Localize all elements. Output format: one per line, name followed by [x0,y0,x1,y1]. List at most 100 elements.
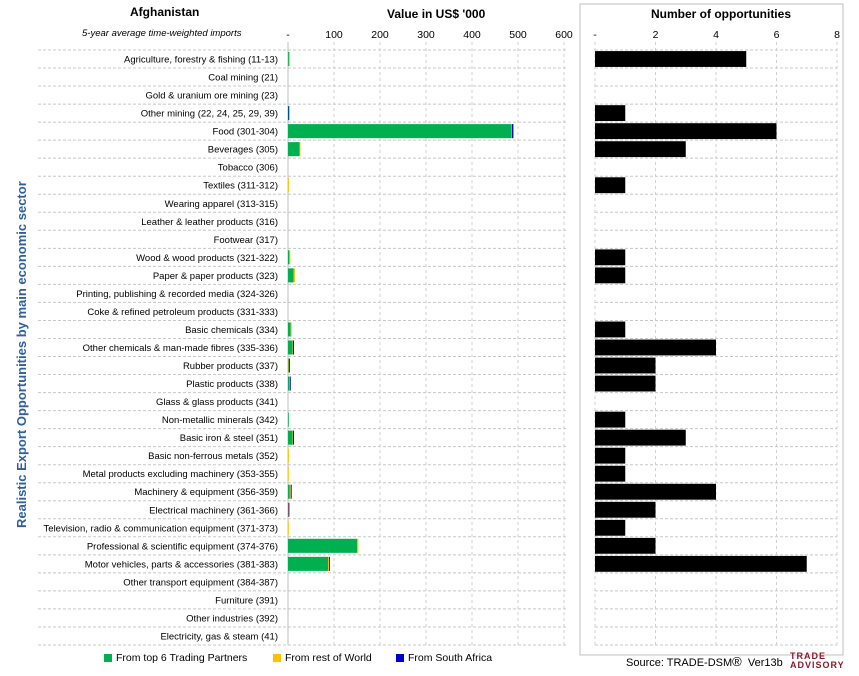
legend-label-row: From rest of World [285,652,372,664]
value-bar-segment [288,358,290,373]
value-bar-segment [293,430,294,445]
category-label: Footwear (317) [214,235,278,246]
value-bar-segment [288,142,300,157]
category-label: Coal mining (21) [208,73,278,84]
source-text: Source: TRADE-DSM [626,657,733,669]
category-label: Agriculture, forestry & fishing (11-13) [124,55,278,66]
category-label: Television, radio & communication equipm… [44,523,278,534]
count-tick-label: 2 [653,29,659,41]
chart-subtitle: 5-year average time-weighted imports [82,28,242,39]
category-label: Basic non-ferrous metals (352) [148,451,278,462]
value-bar-segment [288,556,329,571]
value-bar-segment [288,124,512,139]
value-bar-segment [512,124,514,139]
category-label: Motor vehicles, parts & accessories (381… [85,559,278,570]
count-bar [595,501,656,518]
value-bar-segment [290,484,292,499]
count-bar [595,537,656,554]
value-bar-segment [299,142,301,157]
category-label: Beverages (305) [208,145,278,156]
count-bar [595,51,747,67]
value-bar-segment [292,430,294,445]
value-bar-segment [288,358,289,373]
country-title: Afghanistan [130,5,200,19]
category-label: Other industries (392) [186,613,278,624]
legend-swatch-row [273,654,281,662]
category-label: Other chemicals & man-made fibres (335-3… [83,343,278,354]
count-bar [595,555,807,572]
category-label: Wearing apparel (313-315) [165,199,278,210]
count-bar [595,267,626,284]
value-bar-segment [288,178,289,193]
legend-label-top6: From top 6 Trading Partners [116,652,248,664]
trade-advisory-logo: TRADE ADVISORY [790,652,845,670]
value-bar-segment [288,106,289,121]
value-bar-segment [328,556,330,571]
count-bar [595,429,686,446]
legend-item-top6: From top 6 Trading Partners [104,652,247,664]
value-bar-segment [288,268,294,283]
logo-line-1: TRADE [790,651,826,661]
value-bar-segment [293,340,294,355]
count-bar [595,465,626,482]
count-bar [595,321,626,338]
value-bar-segment [288,358,290,373]
value-bar-segment [288,502,289,517]
count-bar [595,141,686,158]
value-bar-segment [511,124,513,139]
category-label: Coke & refined petroleum products (331-3… [87,307,278,318]
value-bar-segment [289,250,291,265]
category-label: Paper & paper products (323) [153,271,278,282]
count-bar [595,519,626,536]
category-label: Non-metallic minerals (342) [162,415,278,426]
value-bar-segment [289,376,291,391]
value-bar-segment [288,51,290,67]
category-label: Electricity, gas & steam (41) [160,631,278,642]
legend-swatch-top6 [104,654,112,662]
count-tick-label: 6 [774,29,780,41]
count-bar [595,483,716,500]
category-label: Rubber products (337) [183,361,278,372]
value-bar-segment [288,340,293,355]
legend-item-sa: From South Africa [396,652,492,664]
count-bar [595,375,656,392]
category-label: Metal products excluding machinery (353-… [83,469,278,480]
count-bar [595,249,626,266]
value-tick-label: 100 [325,29,343,41]
value-bar-segment [289,376,291,391]
value-bar-segment [328,556,329,571]
value-bar-segment [357,538,359,553]
legend-item-row: From rest of World [273,652,372,664]
legend-label-sa: From South Africa [408,652,493,664]
category-label: Gold & uranium ore mining (23) [145,91,278,102]
value-bar-segment [288,538,357,553]
value-chart-title: Value in US$ '000 [387,7,486,21]
value-tick-label: 600 [555,29,573,41]
value-bar-segment [292,340,294,355]
count-bar [595,123,777,140]
value-bar-segment [288,484,290,499]
count-tick-label: 4 [713,29,719,41]
value-bar-segment [288,51,289,67]
value-bar-segment [289,484,291,499]
value-bar-segment [288,466,289,481]
category-label: Leather & leather products (316) [141,217,278,228]
category-label: Other mining (22, 24, 25, 29, 39) [141,109,278,120]
value-bar-segment [288,250,290,265]
count-tick-label: - [593,29,597,41]
value-bar-segment [288,322,291,337]
category-label: Glass & glass products (341) [156,397,278,408]
value-tick-label: 400 [463,29,481,41]
count-tick-label: 8 [834,29,840,41]
count-bar [595,105,626,122]
value-bar-segment [288,502,290,517]
source-note: Source: TRADE-DSM® Ver13b [626,654,783,669]
value-tick-label: 500 [509,29,527,41]
value-tick-label: 200 [371,29,389,41]
count-bar [595,357,656,374]
category-label: Professional & scientific equipment (374… [87,541,278,552]
value-bar-segment [288,520,289,535]
value-bar-segment [288,448,289,463]
category-label: Tobacco (306) [218,163,278,174]
